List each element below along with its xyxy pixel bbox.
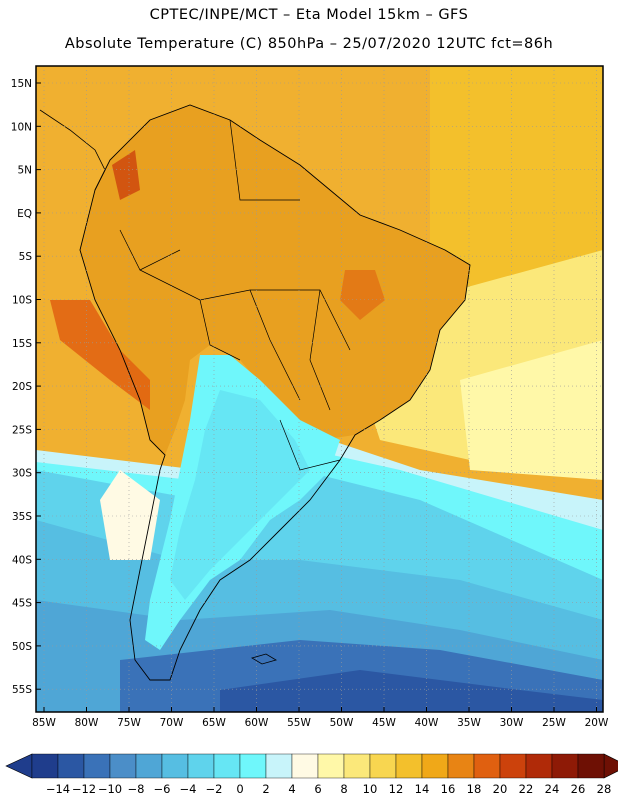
- colorbar-label: −10: [98, 782, 122, 796]
- colorbar-swatch: [317, 753, 345, 779]
- colorbar-label: 26: [571, 782, 586, 796]
- colorbar-swatch: [135, 753, 163, 779]
- longitude-label: 25W: [542, 717, 566, 729]
- longitude-label: 20W: [585, 717, 609, 729]
- colorbar-label: −6: [154, 782, 171, 796]
- longitude-label: 80W: [75, 717, 99, 729]
- latitude-label: 5S: [19, 251, 33, 263]
- colorbar-label: 14: [415, 782, 430, 796]
- longitude-label: 55W: [287, 717, 311, 729]
- coastal-pale-wedge: [100, 470, 160, 560]
- colorbar-swatch: [161, 753, 189, 779]
- cold-band-neg8: [220, 670, 603, 712]
- map-graticule: [36, 66, 603, 712]
- latitude-label: EQ: [17, 208, 32, 220]
- map-frame: [35, 65, 604, 713]
- colorbar-swatch: [499, 753, 527, 779]
- colorbar-swatch: [525, 753, 553, 779]
- latitude-label: 10S: [12, 295, 32, 307]
- colorbar-swatch: [291, 753, 319, 779]
- longitude-label: 70W: [160, 717, 184, 729]
- latitude-label: 55S: [12, 684, 32, 696]
- colorbar-swatch: [213, 753, 241, 779]
- map-title-line-2: Absolute Temperature (C) 850hPa – 25/07/…: [64, 36, 554, 52]
- colorbar-swatch: [577, 753, 605, 779]
- colorbar-swatch: [57, 753, 85, 779]
- map-panel: [36, 66, 603, 712]
- colorbar-label: −12: [72, 782, 96, 796]
- cold-tongue-inner: [170, 390, 310, 600]
- longitude-label: 75W: [117, 717, 141, 729]
- colorbar-swatch: [369, 753, 397, 779]
- colorbar-swatch: [31, 753, 59, 779]
- south-america-warm-landmass: [80, 105, 470, 455]
- colorbar-label: 4: [288, 782, 295, 796]
- colorbar-swatch: [551, 753, 579, 779]
- longitude-label: 60W: [245, 717, 269, 729]
- longitude-label: 30W: [500, 717, 524, 729]
- colorbar-label: −14: [46, 782, 70, 796]
- axis-ticks: [36, 82, 597, 712]
- latitude-label: 15N: [11, 78, 32, 90]
- colorbar-swatch: [83, 753, 111, 779]
- colorbar-right-arrow: [603, 753, 618, 779]
- ocean-pale-yellow-band: [460, 340, 603, 480]
- hot-patch-andes-north: [112, 150, 140, 200]
- latitude-label: 10N: [11, 121, 32, 133]
- colorbar-swatch: [109, 753, 137, 779]
- latitude-label: 25S: [12, 424, 32, 436]
- colorbar-label: 28: [597, 782, 612, 796]
- longitude-label: 35W: [457, 717, 481, 729]
- colorbar-swatch: [187, 753, 215, 779]
- longitude-label: 45W: [372, 717, 396, 729]
- continent-outline: [79, 104, 471, 681]
- colorbar-label: 6: [314, 782, 321, 796]
- latitude-label: 30S: [12, 468, 32, 480]
- colorbar-label: −4: [180, 782, 197, 796]
- colorbar-label: 2: [262, 782, 269, 796]
- colorbar-swatch: [473, 753, 501, 779]
- longitude-label: 50W: [330, 717, 354, 729]
- colorbar-label: 10: [363, 782, 378, 796]
- colorbar-swatch: [395, 753, 423, 779]
- longitude-label: 40W: [415, 717, 439, 729]
- colorbar-swatch: [265, 753, 293, 779]
- colorbar-left-arrow: [5, 753, 33, 779]
- latitude-label: 5N: [17, 165, 32, 177]
- latitude-label: 20S: [12, 381, 32, 393]
- latitude-label: 40S: [12, 554, 32, 566]
- colorbar-label: 20: [493, 782, 508, 796]
- colorbar-label: −2: [206, 782, 223, 796]
- latitude-label: 15S: [12, 338, 32, 350]
- temperature-colorbar: −14 −12 −10 −8 −6 −4 −2 0 2 4 6 8 10 12 14 16 18 20 22 24 26…: [5, 753, 618, 796]
- colorbar-label: 12: [389, 782, 404, 796]
- colorbar-label: −8: [128, 782, 145, 796]
- latitude-label: 45S: [12, 598, 32, 610]
- colorbar-swatch: [421, 753, 449, 779]
- colorbar-label: 16: [441, 782, 456, 796]
- colorbar-swatch: [343, 753, 371, 779]
- colorbar-label: 0: [236, 782, 243, 796]
- colorbar-label: 8: [340, 782, 347, 796]
- colorbar-swatch: [239, 753, 267, 779]
- central-america-outline: [39, 109, 106, 191]
- hot-patch-brazil-east: [340, 270, 385, 320]
- latitude-axis: 15N 10N 5N EQ 5S 10S 15S 20S 25S 30S 35S 40S 45S 50S 5…: [11, 78, 33, 696]
- map-title-line-1: CPTEC/INPE/MCT – Eta Model 15km – GFS: [149, 7, 469, 23]
- country-borders: [119, 119, 351, 471]
- colorbar-label: 24: [545, 782, 560, 796]
- latitude-label: 50S: [12, 641, 32, 653]
- hot-patch-peru-coast: [50, 300, 150, 410]
- colorbar-label: 22: [519, 782, 534, 796]
- longitude-label: 85W: [32, 717, 56, 729]
- colorbar-label: 18: [467, 782, 482, 796]
- latitude-label: 35S: [12, 511, 32, 523]
- longitude-label: 65W: [202, 717, 226, 729]
- longitude-axis: 85W 80W 75W 70W 65W 60W 55W 50W 45W 40W 35W 30W 25W 2…: [32, 717, 609, 729]
- colorbar-swatch: [447, 753, 475, 779]
- falkland-islands: [251, 653, 277, 665]
